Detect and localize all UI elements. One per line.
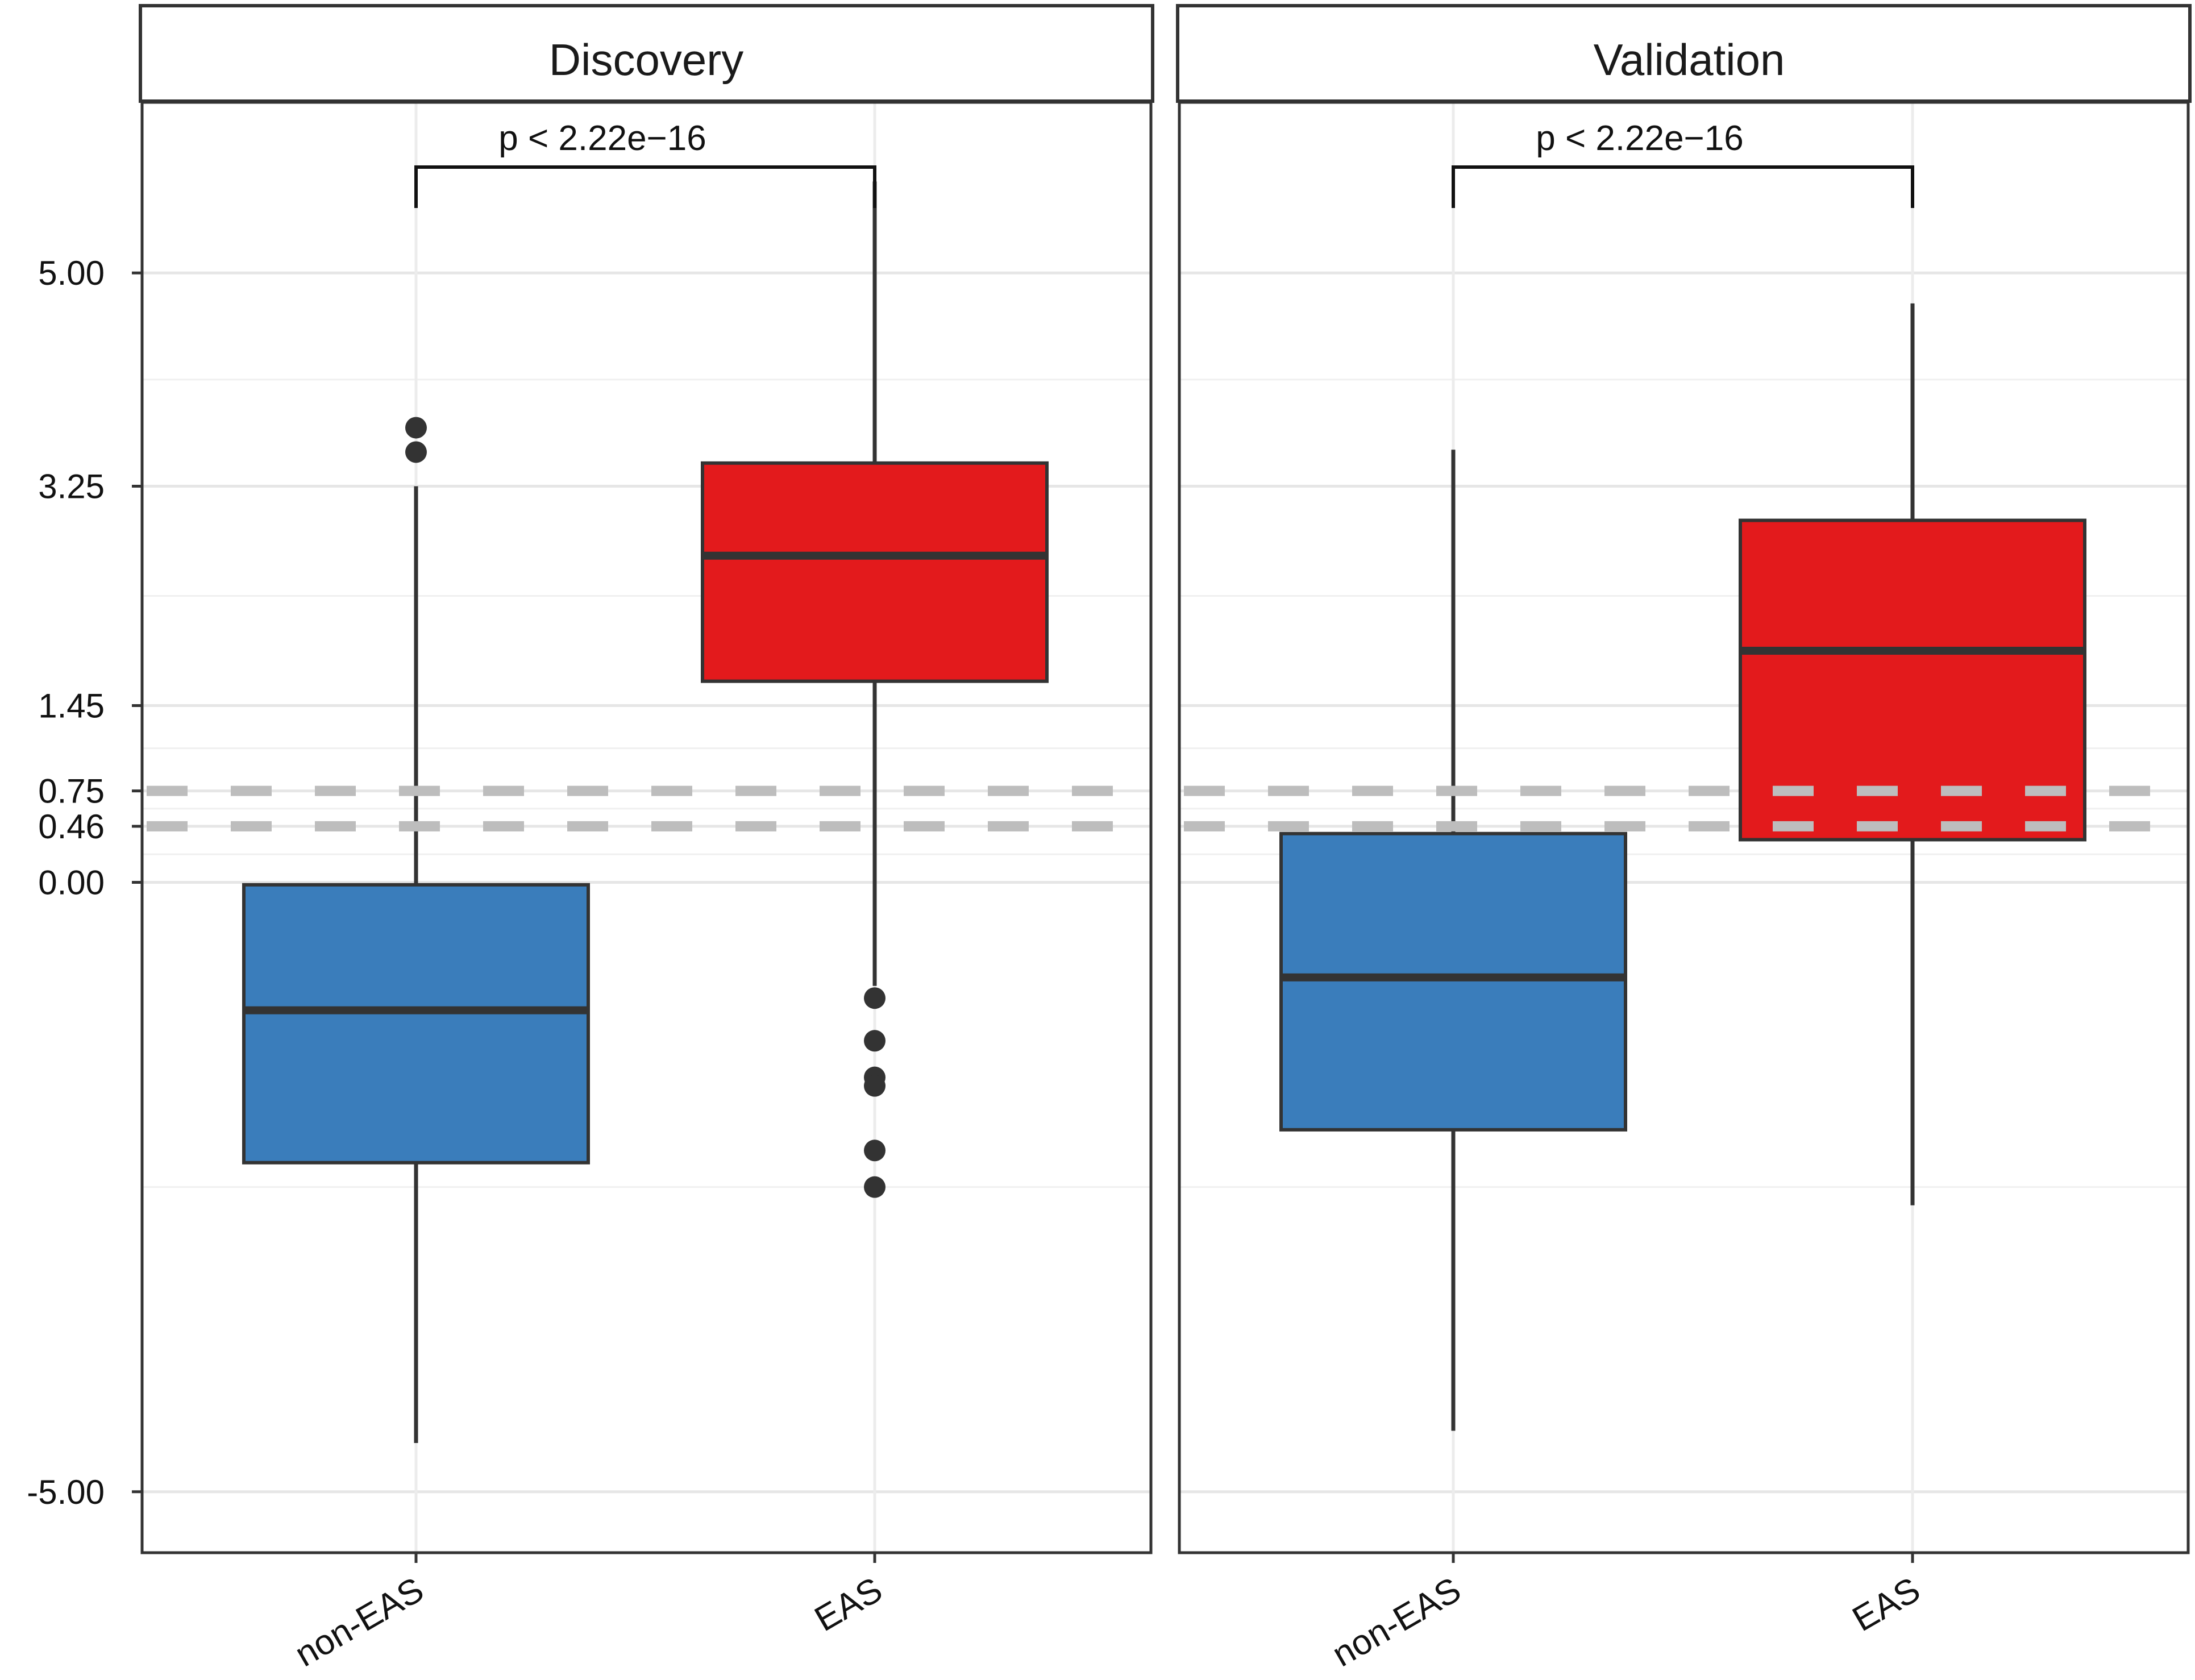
plot-frame-validation bbox=[1178, 101, 2190, 1554]
y-tick-label: 0.46 bbox=[38, 808, 105, 846]
x-tick-label-eas: EAS bbox=[1846, 1570, 1927, 1639]
y-tick-label: -5.00 bbox=[27, 1473, 105, 1511]
panel-discovery: Discovery p < 2.22e−16 bbox=[139, 4, 1154, 1554]
y-tick-label: 0.00 bbox=[38, 864, 105, 902]
x-tick-label-non-eas: non-EAS bbox=[289, 1570, 430, 1674]
box-non-eas-discovery bbox=[242, 883, 590, 1165]
outlier-point-eas-discovery bbox=[864, 1176, 886, 1198]
strip-label-discovery: Discovery bbox=[549, 35, 743, 85]
strip-validation bbox=[1176, 4, 2192, 103]
outlier-point-eas-discovery bbox=[864, 1030, 886, 1052]
outlier-point-eas-discovery bbox=[864, 1075, 886, 1097]
outlier-point-non-eas-discovery bbox=[405, 441, 427, 463]
y-axis: 5.00 3.25 1.45 0.750.46 0.00 -5.00 bbox=[27, 254, 142, 1511]
strip-discovery bbox=[139, 4, 1154, 103]
box-eas-discovery bbox=[701, 461, 1049, 683]
outlier-point-non-eas-discovery bbox=[405, 417, 427, 439]
p-value-discovery: p < 2.22e−16 bbox=[498, 119, 706, 158]
panel-discovery-marks bbox=[147, 165, 1145, 1443]
outlier-point-eas-discovery bbox=[864, 1140, 886, 1162]
x-tick-label-non-eas: non-EAS bbox=[1326, 1570, 1468, 1674]
p-value-validation: p < 2.22e−16 bbox=[1536, 119, 1743, 158]
box-non-eas-validation bbox=[1279, 831, 1627, 1132]
x-axis: non-EAS EAS non-EAS EAS bbox=[289, 1553, 1927, 1674]
y-tick-label: 0.75 bbox=[38, 772, 105, 810]
y-tick-label: 1.45 bbox=[38, 687, 105, 725]
y-tick-label: 5.00 bbox=[38, 254, 105, 292]
significance-bracket-validation bbox=[1452, 165, 1914, 208]
x-tick-label-eas: EAS bbox=[808, 1570, 889, 1639]
y-tick-label: 3.25 bbox=[38, 468, 105, 506]
significance-bracket-discovery bbox=[414, 165, 876, 208]
panel-validation-marks bbox=[1184, 165, 2182, 1431]
panel-validation: Validation p < 2.22e−16 bbox=[1176, 4, 2192, 1554]
strip-label-validation: Validation bbox=[1594, 35, 1785, 85]
outlier-point-eas-discovery bbox=[864, 987, 886, 1009]
